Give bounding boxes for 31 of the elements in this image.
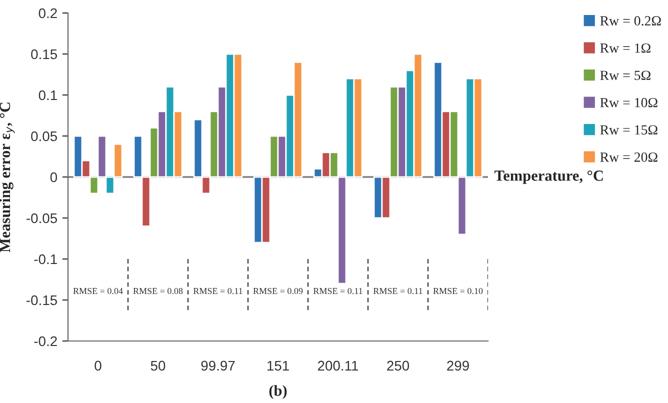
annotation: RMSE = 0.09	[253, 288, 303, 294]
annotation: RMSE = 0.10	[433, 288, 483, 294]
x-axis-title: Temperature, °C	[494, 170, 603, 184]
x-tick-label: 151	[267, 360, 289, 371]
legend-label: Rw = 20Ω	[600, 152, 658, 162]
annotation: RMSE = 0.11	[373, 288, 422, 294]
legend-label: Rw = 1Ω	[600, 43, 650, 53]
annotation: RMSE = 0.04	[73, 288, 123, 294]
legend-label: Rw = 15Ω	[600, 125, 658, 135]
legend-label: Rw = 0.2Ω	[600, 16, 661, 26]
y-tick-label: 0.05	[31, 131, 58, 142]
x-tick-label: 299	[447, 360, 469, 371]
y-tick-label: 0.1	[38, 90, 57, 100]
y-tick-label: -0.05	[26, 213, 58, 224]
x-tick-label: 200.11	[318, 360, 358, 371]
text: (b)	[269, 385, 287, 399]
y-tick-label: 0	[50, 172, 58, 182]
x-tick-label: 50	[150, 360, 166, 371]
annotation: RMSE = 0.11	[313, 288, 362, 294]
annotation: RMSE = 0.11	[193, 288, 242, 294]
annotation: RMSE = 0.08	[133, 288, 183, 294]
x-tick-label: 250	[387, 360, 410, 371]
x-tick-label: 99.97	[201, 360, 235, 371]
y-tick-label: -0.15	[26, 295, 58, 306]
legend-label: Rw = 10Ω	[600, 98, 658, 108]
y-tick-label: 0.15	[31, 49, 58, 60]
y-tick-label: -0.2	[34, 336, 57, 346]
y-tick-label: -0.1	[34, 254, 57, 264]
y-tick-label: 0.2	[38, 8, 57, 18]
x-tick-label: 0	[94, 360, 102, 371]
legend-label: Rw = 5Ω	[600, 70, 650, 80]
